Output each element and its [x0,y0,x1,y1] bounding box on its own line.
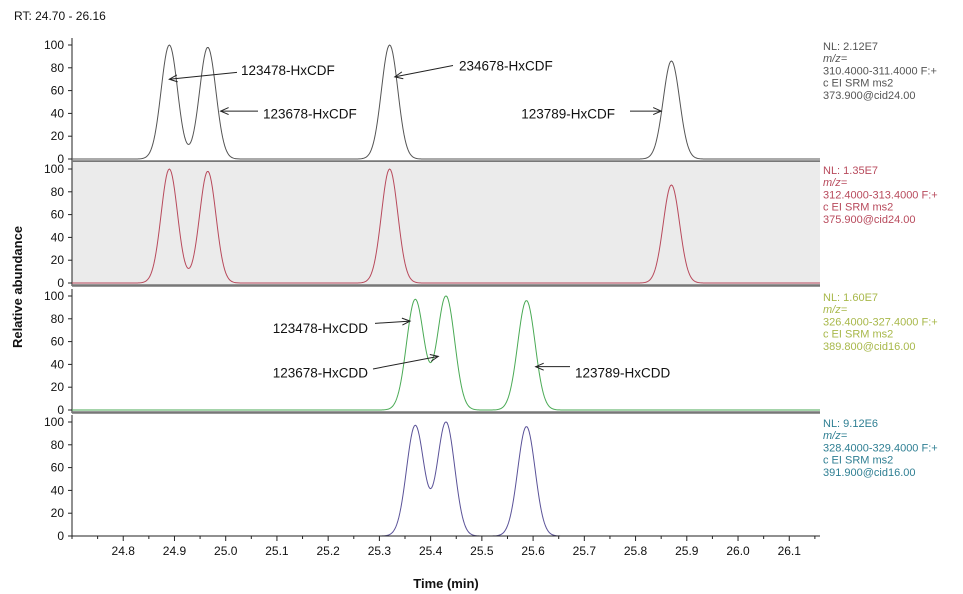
chromatogram-panel-4: 0 20 40 60 80 100 NL: 9.12E6m/z=328.4000-329.4… [44,415,938,543]
y-tick-label: 40 [51,106,65,120]
y-tick-label: 20 [51,380,65,394]
y-tick-label: 40 [51,357,65,371]
peak-annotation-label: 123789-HxCDF [521,106,615,121]
annotation-arrowhead [401,317,412,326]
annotation-arrowhead [219,107,229,116]
y-tick-label: 80 [51,438,65,452]
panel-info-line: 312.4000-313.4000 F:+ [823,189,938,201]
panel-info-line: m/z= [823,304,848,316]
y-tick-label: 100 [44,38,64,52]
y-tick-label: 60 [51,335,65,349]
chromatogram-panel-3: 0 20 40 60 80 100 NL: 1.60E7m/z=326.4000-327.4… [44,289,938,417]
y-tick-label: 100 [44,162,64,176]
panel-info-line: c EI SRM ms2 [823,78,893,90]
y-tick-label: 60 [51,461,65,475]
annotation-arrow [394,65,454,78]
x-tick-label: 24.8 [112,544,136,558]
panel-info-line: c EI SRM ms2 [823,455,893,467]
panel-background [72,289,820,413]
peak-annotation-label: 234678-HxCDF [459,59,553,74]
panel-info-line: 389.800@cid16.00 [823,341,916,353]
x-tick-label: 25.8 [624,544,648,558]
panel-background [72,162,820,286]
annotation-arrow [374,320,411,324]
peak-annotation-label: 123678-HxCDF [263,106,357,121]
panel-info-line: 326.4000-327.4000 F:+ [823,316,938,328]
annotation-arrowhead [393,71,404,80]
annotation-arrowhead [534,362,544,371]
y-tick-label: 40 [51,483,65,497]
x-tick-label: 25.9 [675,544,699,558]
annotation-arrow [372,355,439,370]
panel-info-line: m/z= [823,177,848,189]
x-tick-label: 25.2 [316,544,340,558]
y-tick-label: 80 [51,185,65,199]
y-tick-label: 80 [51,312,65,326]
x-tick-label: 25.1 [265,544,289,558]
trace-line [72,44,820,160]
x-tick-label: 25.0 [214,544,238,558]
panel-info-line: 310.4000-311.4000 F:+ [823,65,937,77]
panel-info-line: 373.900@cid24.00 [823,90,916,102]
x-tick-label: 24.9 [163,544,187,558]
trace-line [72,168,820,284]
x-tick-label: 25.7 [573,544,597,558]
panel-background [72,38,820,162]
y-tick-label: 20 [51,506,65,520]
annotation-arrow [169,71,238,80]
y-tick-label: 0 [57,529,64,543]
panel-info-line: NL: 1.60E7 [823,292,878,304]
x-tick-label: 25.5 [470,544,494,558]
annotation-arrowhead [168,74,178,83]
x-tick-label: 26.1 [778,544,802,558]
rt-range-label: RT: 24.70 - 26.16 [14,9,106,23]
x-tick-label: 25.3 [368,544,392,558]
panel-background [72,415,820,539]
y-tick-label: 20 [51,253,65,267]
y-tick-label: 80 [51,61,65,75]
panel-info-line: NL: 1.35E7 [823,165,878,177]
panel-info-line: m/z= [823,53,848,65]
y-tick-label: 40 [51,230,65,244]
x-tick-label: 25.6 [521,544,545,558]
panel-info-line: c EI SRM ms2 [823,202,893,214]
panel-info-line: NL: 9.12E6 [823,418,878,430]
panel-info-line: NL: 2.12E7 [823,41,878,53]
y-tick-label: 0 [57,403,64,417]
y-tick-label: 100 [44,415,64,429]
peak-annotation-label: 123678-HxCDD [273,365,369,380]
y-tick-label: 60 [51,84,65,98]
x-tick-label: 26.0 [726,544,750,558]
y-tick-label: 100 [44,289,64,303]
panel-info-line: 328.4000-329.4000 F:+ [823,442,938,454]
panel-info-line: m/z= [823,430,848,442]
trace-line [72,295,820,411]
y-tick-label: 0 [57,152,64,166]
x-axis-title: Time (min) [413,576,479,591]
annotation-arrowhead [652,107,663,116]
x-tick-label: 25.4 [419,544,443,558]
annotation-arrowhead [429,354,440,362]
y-axis-title: Relative abundance [10,226,25,348]
peak-annotation-label: 123789-HxCDD [575,365,671,380]
chromatogram-panel-2: 0 20 40 60 80 100 NL: 1.35E7m/z=312.4000-313.4… [44,162,938,290]
panel-info-line: c EI SRM ms2 [823,329,893,341]
panel-info-line: 375.900@cid24.00 [823,214,916,226]
peak-annotation-label: 123478-HxCDF [241,63,335,78]
y-tick-label: 20 [51,129,65,143]
peak-annotation-label: 123478-HxCDD [273,321,369,336]
panel-info-line: 391.900@cid16.00 [823,467,916,479]
chromatogram-panel-1: 0 20 40 60 80 100 NL: 2.12E7m/z=310.4000-311.4… [44,38,937,166]
y-tick-label: 60 [51,208,65,222]
y-tick-label: 0 [57,276,64,290]
